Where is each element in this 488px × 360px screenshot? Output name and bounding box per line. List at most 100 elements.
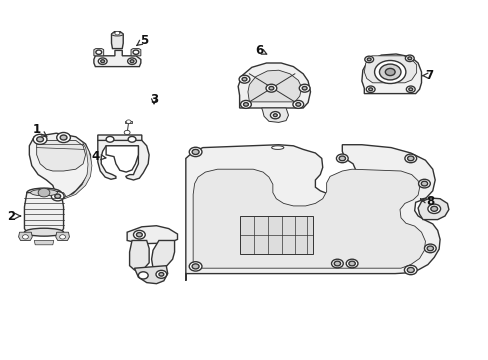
Circle shape	[243, 103, 248, 106]
Circle shape	[379, 64, 400, 80]
Circle shape	[406, 86, 414, 93]
Circle shape	[192, 264, 199, 269]
Polygon shape	[129, 240, 149, 270]
Ellipse shape	[111, 32, 123, 36]
Circle shape	[348, 261, 355, 266]
Circle shape	[96, 50, 102, 54]
Polygon shape	[62, 142, 92, 199]
Text: 3: 3	[150, 93, 158, 106]
Circle shape	[430, 206, 437, 211]
Circle shape	[101, 60, 104, 63]
Circle shape	[299, 84, 309, 92]
Polygon shape	[24, 193, 63, 232]
Circle shape	[408, 88, 412, 91]
Circle shape	[57, 132, 70, 143]
Polygon shape	[94, 49, 103, 56]
Circle shape	[292, 100, 303, 108]
Polygon shape	[37, 140, 85, 171]
Circle shape	[133, 230, 145, 239]
Circle shape	[33, 134, 47, 144]
Circle shape	[242, 77, 246, 81]
Polygon shape	[361, 54, 421, 94]
Polygon shape	[247, 70, 301, 102]
Circle shape	[295, 103, 300, 106]
Circle shape	[302, 86, 306, 90]
Circle shape	[368, 88, 372, 91]
Circle shape	[37, 137, 43, 142]
Polygon shape	[151, 240, 174, 269]
Circle shape	[136, 233, 142, 237]
Circle shape	[22, 235, 28, 239]
Ellipse shape	[271, 146, 283, 149]
Circle shape	[130, 60, 134, 63]
Circle shape	[366, 58, 370, 61]
Circle shape	[385, 68, 394, 76]
Text: 8: 8	[420, 195, 433, 208]
Circle shape	[98, 58, 107, 64]
Circle shape	[336, 154, 347, 163]
Circle shape	[268, 86, 273, 90]
Polygon shape	[98, 135, 142, 144]
Polygon shape	[125, 121, 132, 123]
Polygon shape	[94, 50, 141, 67]
Circle shape	[115, 31, 120, 35]
Polygon shape	[106, 146, 138, 172]
Polygon shape	[56, 232, 69, 240]
Circle shape	[407, 156, 413, 161]
Polygon shape	[134, 266, 167, 284]
Text: 2: 2	[7, 210, 20, 222]
Polygon shape	[98, 140, 149, 180]
Text: 4: 4	[91, 150, 106, 163]
Circle shape	[127, 58, 136, 64]
Circle shape	[128, 136, 136, 142]
Circle shape	[55, 194, 61, 198]
Circle shape	[273, 114, 277, 117]
Circle shape	[270, 112, 280, 119]
Circle shape	[418, 179, 429, 188]
Circle shape	[60, 135, 67, 140]
Ellipse shape	[30, 189, 58, 196]
Polygon shape	[51, 193, 66, 199]
Circle shape	[333, 261, 340, 266]
Circle shape	[189, 262, 202, 271]
Circle shape	[38, 188, 50, 197]
Circle shape	[265, 84, 276, 92]
Circle shape	[407, 267, 413, 273]
Circle shape	[124, 130, 130, 135]
Polygon shape	[111, 32, 123, 49]
Circle shape	[405, 55, 413, 62]
Polygon shape	[193, 169, 425, 268]
Circle shape	[240, 100, 251, 108]
Circle shape	[346, 259, 357, 268]
Circle shape	[404, 154, 416, 163]
Circle shape	[420, 181, 427, 186]
Circle shape	[374, 60, 405, 84]
Circle shape	[239, 75, 249, 83]
Polygon shape	[239, 216, 312, 254]
Circle shape	[126, 120, 131, 123]
Circle shape	[424, 244, 435, 253]
Circle shape	[404, 265, 416, 275]
Text: 1: 1	[33, 123, 47, 137]
Circle shape	[338, 156, 345, 161]
Circle shape	[366, 86, 374, 93]
Polygon shape	[261, 108, 288, 122]
Circle shape	[138, 272, 148, 279]
Ellipse shape	[24, 228, 63, 236]
Polygon shape	[131, 49, 141, 56]
Text: 7: 7	[422, 69, 432, 82]
Circle shape	[51, 192, 64, 201]
Polygon shape	[19, 232, 32, 240]
Circle shape	[364, 56, 373, 63]
Polygon shape	[364, 56, 416, 83]
Text: 6: 6	[255, 44, 266, 57]
Ellipse shape	[27, 188, 61, 197]
Polygon shape	[417, 198, 448, 220]
Circle shape	[60, 235, 65, 239]
Text: 5: 5	[136, 34, 147, 47]
Circle shape	[106, 136, 114, 142]
Circle shape	[133, 50, 139, 54]
Circle shape	[407, 57, 411, 60]
Polygon shape	[29, 133, 90, 200]
Polygon shape	[34, 240, 54, 245]
